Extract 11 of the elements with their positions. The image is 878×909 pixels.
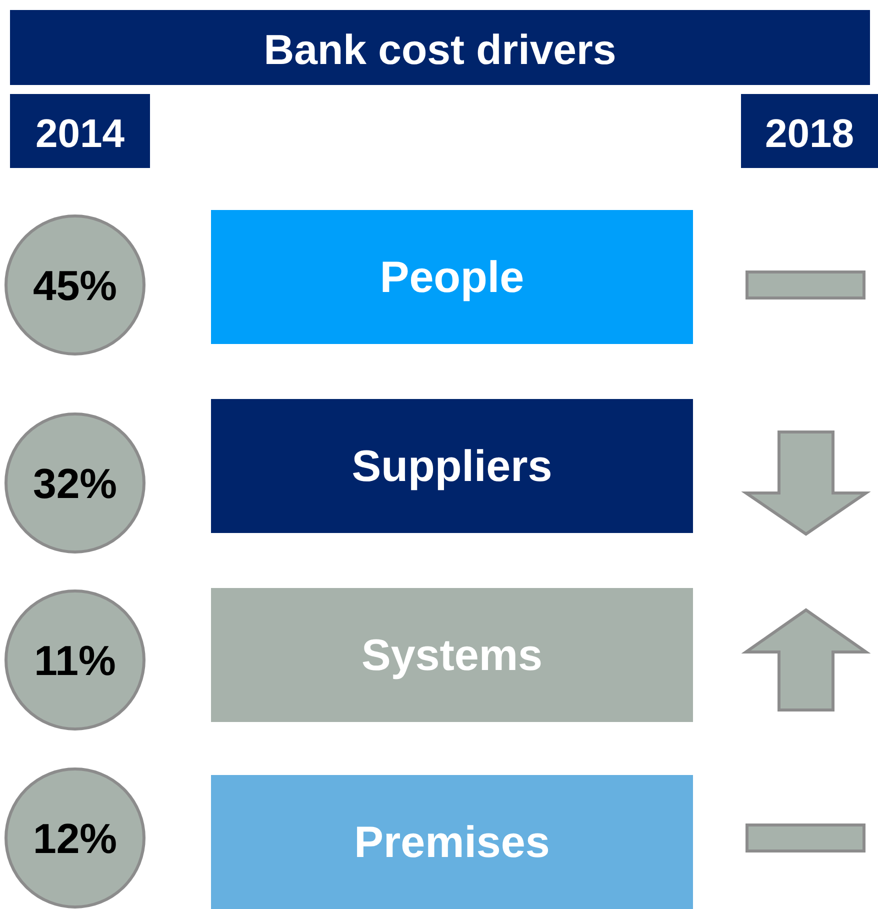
category-label: Premises [354, 818, 550, 867]
text: 2018 [765, 112, 854, 156]
category-label: Suppliers [352, 442, 552, 491]
data-label: 12% [32, 815, 118, 862]
data-label: 11% [34, 637, 116, 684]
text: Bank cost drivers [264, 26, 616, 73]
text: 2014 [36, 112, 126, 156]
category-label: People [380, 253, 524, 302]
data-label: 32% [32, 460, 118, 507]
category-label: Systems [361, 631, 543, 680]
data-label: 45% [32, 262, 118, 309]
